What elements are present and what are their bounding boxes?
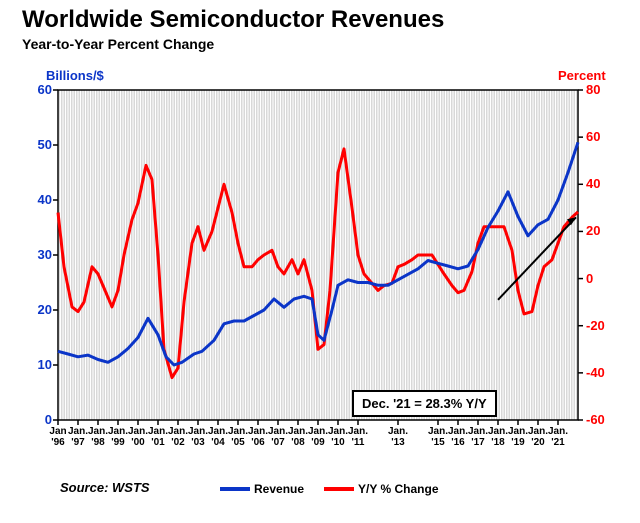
y-left-tick: 30 <box>22 247 52 262</box>
y-left-tick: 50 <box>22 137 52 152</box>
x-tick: Jan. '09 <box>308 426 328 448</box>
x-tick: Jan. '11 <box>348 426 368 448</box>
x-tick: Jan. '18 <box>488 426 508 448</box>
x-tick: Jan. '07 <box>268 426 288 448</box>
legend-item-revenue: Revenue <box>220 482 304 496</box>
x-tick: Jan. '16 <box>448 426 468 448</box>
x-tick: Jan. '00 <box>128 426 148 448</box>
x-tick: Jan. '99 <box>108 426 128 448</box>
x-tick: Jan. '02 <box>168 426 188 448</box>
y-left-title: Billions/$ <box>46 68 104 83</box>
y-right-tick: -20 <box>586 318 616 333</box>
y-left-tick: 60 <box>22 82 52 97</box>
x-tick: Jan. '17 <box>468 426 488 448</box>
legend-label-revenue: Revenue <box>254 482 304 496</box>
x-tick: Jan. '06 <box>248 426 268 448</box>
y-left-tick: 0 <box>22 412 52 427</box>
y-right-tick: -40 <box>586 365 616 380</box>
y-right-tick: 60 <box>586 129 616 144</box>
legend: Revenue Y/Y % Change <box>220 482 439 496</box>
x-tick: Jan. '08 <box>288 426 308 448</box>
callout-box: Dec. '21 = 28.3% Y/Y <box>352 390 497 417</box>
y-right-tick: 0 <box>586 271 616 286</box>
x-tick: Jan. '19 <box>508 426 528 448</box>
x-tick: Jan. '01 <box>148 426 168 448</box>
x-tick: Jan. '21 <box>548 426 568 448</box>
y-left-tick: 10 <box>22 357 52 372</box>
x-tick: Jan. '13 <box>388 426 408 448</box>
y-left-tick: 20 <box>22 302 52 317</box>
x-tick: Jan '96 <box>49 426 66 448</box>
x-tick: Jan. '05 <box>228 426 248 448</box>
y-right-tick: 80 <box>586 82 616 97</box>
y-right-tick: 40 <box>586 176 616 191</box>
x-tick: Jan. '15 <box>428 426 448 448</box>
x-tick: Jan. '10 <box>328 426 348 448</box>
y-left-tick: 40 <box>22 192 52 207</box>
x-tick: Jan. '20 <box>528 426 548 448</box>
legend-swatch-yoy <box>324 487 354 491</box>
legend-swatch-revenue <box>220 487 250 491</box>
x-tick: Jan. '98 <box>88 426 108 448</box>
y-right-tick: 20 <box>586 223 616 238</box>
legend-item-yoy: Y/Y % Change <box>324 482 438 496</box>
x-tick: Jan. '97 <box>68 426 88 448</box>
y-right-title: Percent <box>558 68 606 83</box>
legend-label-yoy: Y/Y % Change <box>358 482 438 496</box>
source-text: Source: WSTS <box>60 480 150 495</box>
y-right-tick: -60 <box>586 412 616 427</box>
x-tick: Jan. '04 <box>208 426 228 448</box>
x-tick: Jan. '03 <box>188 426 208 448</box>
